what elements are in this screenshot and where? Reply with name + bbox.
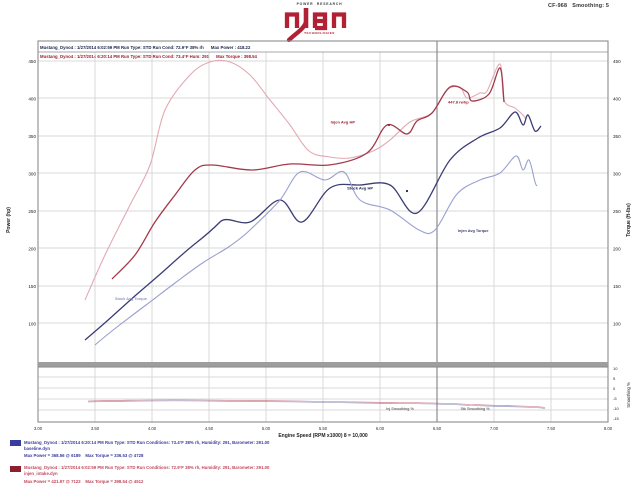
- svg-text:Stock Avg HP: Stock Avg HP: [347, 186, 373, 191]
- svg-text:-10: -10: [613, 406, 620, 411]
- svg-text:400: 400: [28, 97, 36, 102]
- svg-text:3.50: 3.50: [91, 426, 100, 431]
- svg-text:100: 100: [613, 322, 621, 327]
- svg-text:10: 10: [613, 366, 618, 371]
- svg-text:Power (hp): Power (hp): [6, 207, 12, 233]
- svg-text:-5: -5: [613, 396, 617, 401]
- svg-text:0: 0: [613, 386, 616, 391]
- svg-text:200: 200: [28, 247, 36, 252]
- svg-text:150: 150: [613, 284, 621, 289]
- svg-text:5: 5: [613, 376, 616, 381]
- svg-text:350: 350: [613, 134, 621, 139]
- svg-text:300: 300: [613, 172, 621, 177]
- svg-text:150: 150: [28, 284, 36, 289]
- svg-text:8.00: 8.00: [604, 426, 613, 431]
- svg-text:3.00: 3.00: [34, 426, 43, 431]
- svg-text:5.50: 5.50: [319, 426, 328, 431]
- svg-text:250: 250: [613, 209, 621, 214]
- svg-text:100: 100: [28, 322, 36, 327]
- svg-text:Injen Avg Torque: Injen Avg Torque: [458, 229, 488, 233]
- svg-text:250: 250: [28, 209, 36, 214]
- svg-text:450: 450: [613, 59, 621, 64]
- svg-text:6.50: 6.50: [433, 426, 442, 431]
- svg-text:5.00: 5.00: [262, 426, 271, 431]
- svg-text:200: 200: [613, 247, 621, 252]
- svg-text:4.50: 4.50: [205, 426, 214, 431]
- svg-text:447.8 rwhp: 447.8 rwhp: [448, 100, 469, 105]
- svg-text:7.00: 7.00: [490, 426, 499, 431]
- svg-text:Smoothing %: Smoothing %: [626, 382, 631, 408]
- svg-text:-15: -15: [613, 416, 620, 421]
- svg-text:Injen Avg HP: Injen Avg HP: [331, 120, 356, 125]
- svg-text:Engine Speed (RPM x1000) 8 =: Engine Speed (RPM x1000) 8 = 10,000: [278, 433, 368, 439]
- svg-text:6.00: 6.00: [376, 426, 385, 431]
- svg-text:400: 400: [613, 97, 621, 102]
- svg-text:Stock Avg Torque: Stock Avg Torque: [115, 297, 147, 301]
- svg-text:Torque (ft-lbs): Torque (ft-lbs): [626, 203, 632, 237]
- svg-text:350: 350: [28, 134, 36, 139]
- svg-text:450: 450: [28, 59, 36, 64]
- svg-text:Inj Smoothing %: Inj Smoothing %: [386, 407, 414, 411]
- svg-text:300: 300: [28, 172, 36, 177]
- svg-text:Stk Smoothing %: Stk Smoothing %: [460, 407, 490, 411]
- svg-text:7.50: 7.50: [547, 426, 556, 431]
- svg-text:4.00: 4.00: [148, 426, 157, 431]
